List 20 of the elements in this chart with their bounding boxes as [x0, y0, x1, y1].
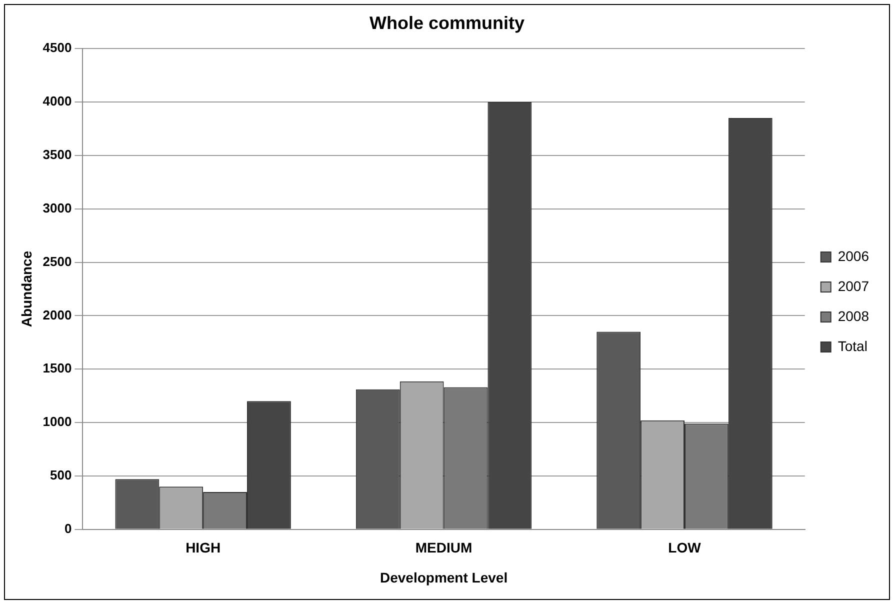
y-tick-label: 0 [64, 520, 72, 536]
legend-label: Total [838, 338, 868, 354]
x-tick-label: LOW [668, 540, 702, 556]
y-tick-label: 1500 [42, 360, 72, 376]
y-tick-label: 2000 [42, 307, 72, 322]
y-tick-label: 2500 [42, 254, 72, 269]
y-axis-title: Abundance [18, 250, 34, 328]
chart-title: Whole community [369, 12, 525, 33]
legend-label: 2006 [838, 248, 870, 264]
y-tick-label: 3500 [42, 147, 72, 162]
y-tick-label: 1000 [42, 414, 72, 430]
x-tick-label: MEDIUM [415, 540, 472, 556]
y-tick-label: 4000 [42, 94, 72, 109]
x-tick-label: HIGH [186, 540, 221, 556]
y-tick-label: 500 [50, 468, 72, 483]
x-axis-title: Development Level [380, 569, 508, 586]
legend-label: 2007 [838, 278, 870, 294]
y-tick-label: 4500 [42, 40, 72, 56]
y-tick-label: 3000 [42, 200, 72, 216]
legend-label: 2008 [838, 308, 870, 324]
